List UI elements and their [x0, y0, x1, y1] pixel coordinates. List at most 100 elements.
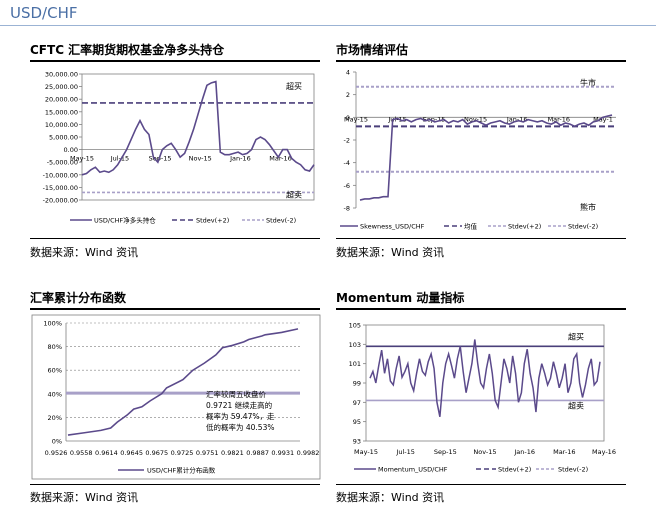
chart-cftc: -20,000.00 -15,000.00 -10,000.00 -5,000.00 0… — [43, 71, 315, 225]
x-tick-label: 0.9645 — [120, 449, 143, 457]
y-tick-label: 100% — [43, 320, 62, 328]
section-title-cdf: 汇率累计分布函数 — [30, 291, 127, 305]
section-title-sentiment: 市场情绪评估 — [336, 43, 409, 57]
annotation-text-line: 0.9721 继续走高的 — [206, 400, 272, 410]
x-tick-label: 0.9821 — [221, 449, 244, 457]
legend-label: USD/CHF累计分布函数 — [147, 466, 216, 475]
legend-label: Stdev(-2) — [558, 466, 588, 474]
y-tick-label: -2 — [344, 137, 350, 145]
annotation-oversold: 超卖 — [568, 400, 584, 410]
x-tick-label: Mar-16 — [548, 115, 570, 123]
y-tick-label: 20,000.00 — [45, 96, 78, 104]
annotation-bull: 牛市 — [580, 78, 596, 88]
section-rule — [30, 484, 320, 485]
page-title: USD/CHF — [10, 4, 78, 22]
y-tick-label: 15,000.00 — [45, 108, 78, 116]
plot-frame — [81, 73, 315, 201]
y-tick-label: 10,000.00 — [45, 121, 78, 129]
legend-label: Momentum_USD/CHF — [378, 466, 448, 474]
y-tick-label: 99 — [353, 380, 361, 388]
section-rule — [336, 484, 626, 485]
x-tick-label: Jan-16 — [506, 115, 528, 123]
section-rule — [30, 60, 320, 62]
y-tick-label: 105 — [349, 322, 361, 330]
annotation-overbought: 超买 — [286, 81, 302, 91]
x-tick-label: Sep-15 — [149, 155, 172, 163]
section-rule — [30, 238, 320, 239]
y-tick-label: 5,000.00 — [49, 134, 78, 142]
x-tick-label: Sep-15 — [434, 448, 457, 456]
chart-momentum: 93 95 97 99 101 103 105 May-15 Jul-15 Sep-15 Nov-1… — [349, 322, 616, 474]
y-tick-label: 60% — [48, 367, 62, 375]
y-tick-label: 80% — [48, 343, 62, 351]
y-tick-label: 0.00 — [64, 146, 78, 154]
x-tick-label: Sep-15 — [423, 115, 446, 123]
data-source-sentiment: 数据来源：Wind 资讯 — [336, 246, 445, 259]
x-tick-label: May-15 — [70, 155, 94, 163]
y-tick-label: 97 — [353, 399, 361, 407]
legend-label: 均值 — [464, 222, 478, 231]
x-tick-label: Jan-16 — [229, 155, 251, 163]
y-tick-label: 101 — [349, 360, 361, 368]
legend-label: Stdev(-2) — [568, 223, 598, 231]
x-tick-label: May-15 — [354, 448, 378, 456]
y-tick-label: 25,000.00 — [45, 83, 78, 91]
annotation-oversold: 超卖 — [286, 189, 302, 199]
series-line-cdf — [67, 328, 299, 436]
y-tick-label: 93 — [353, 438, 361, 446]
annotation-bear: 熊市 — [580, 202, 596, 212]
y-tick-label: -20,000.00 — [43, 197, 78, 205]
x-tick-label: Mar-16 — [269, 155, 291, 163]
y-tick-label: 20% — [48, 414, 62, 422]
chart-cdf: 0%20%40%60%80%100%0.9526 0.9558 0.9614 0.96… — [31, 314, 321, 480]
page-title-rule — [0, 25, 656, 26]
x-tick-label: Nov-15 — [189, 155, 212, 163]
y-tick-label: 103 — [349, 341, 361, 349]
annotation-text-line: 低的概率为 40.53% — [206, 422, 274, 432]
x-tick-label: 0.9614 — [95, 449, 118, 457]
x-tick-label: Nov-15 — [464, 115, 487, 123]
y-tick-label: -4 — [344, 159, 350, 167]
legend-label: Skewness_USD/CHF — [360, 223, 425, 231]
series-line-net-long — [81, 80, 315, 176]
chart-frame — [31, 314, 321, 480]
x-tick-label: Jul-15 — [395, 448, 414, 456]
data-source-cdf: 数据来源：Wind 资讯 — [30, 491, 139, 504]
data-source-momentum: 数据来源：Wind 资讯 — [336, 491, 445, 504]
x-tick-label: May-1 — [593, 115, 613, 123]
series-line-skewness — [359, 114, 613, 201]
y-tick-label: -10,000.00 — [43, 171, 78, 179]
y-tick-label: -5,000.00 — [47, 159, 78, 167]
section-rule — [336, 238, 626, 239]
y-tick-label: -8 — [344, 205, 350, 213]
section-title-momentum: Momentum 动量指标 — [336, 291, 465, 305]
x-tick-label: 0.9558 — [70, 449, 93, 457]
y-tick-label: 95 — [353, 418, 361, 426]
y-tick-label: 0% — [52, 438, 62, 446]
legend-label: Stdev(+2) — [196, 217, 229, 225]
x-tick-label: 0.9982 — [297, 449, 320, 457]
x-tick-label: 0.9751 — [196, 449, 219, 457]
section-rule — [30, 308, 320, 310]
x-tick-label: May-15 — [344, 115, 368, 123]
y-tick-label: 30,000.00 — [45, 71, 78, 79]
annotation-text-line: 汇率较周五收盘价 — [206, 389, 266, 399]
x-tick-label: 0.9675 — [145, 449, 168, 457]
x-tick-label: May-16 — [592, 448, 616, 456]
x-tick-label: Jul-15 — [110, 155, 129, 163]
legend-label: Stdev(+2) — [508, 223, 541, 231]
y-tick-label: 2 — [346, 91, 350, 99]
x-tick-label: 0.9887 — [246, 449, 269, 457]
x-tick-label: Nov-15 — [473, 448, 496, 456]
data-source-cftc: 数据来源：Wind 资讯 — [30, 246, 139, 259]
y-tick-label: -6 — [344, 182, 350, 190]
legend-label: Stdev(+2) — [498, 466, 531, 474]
y-tick-label: 4 — [346, 69, 350, 77]
x-tick-label: Jan-16 — [513, 448, 535, 456]
x-tick-label: 0.9526 — [45, 449, 68, 457]
series-line-momentum — [369, 339, 601, 417]
x-tick-label: Mar-16 — [553, 448, 575, 456]
y-tick-label: 0 — [346, 114, 350, 122]
annotation-text-line: 概率为 59.47%，走 — [206, 411, 275, 421]
